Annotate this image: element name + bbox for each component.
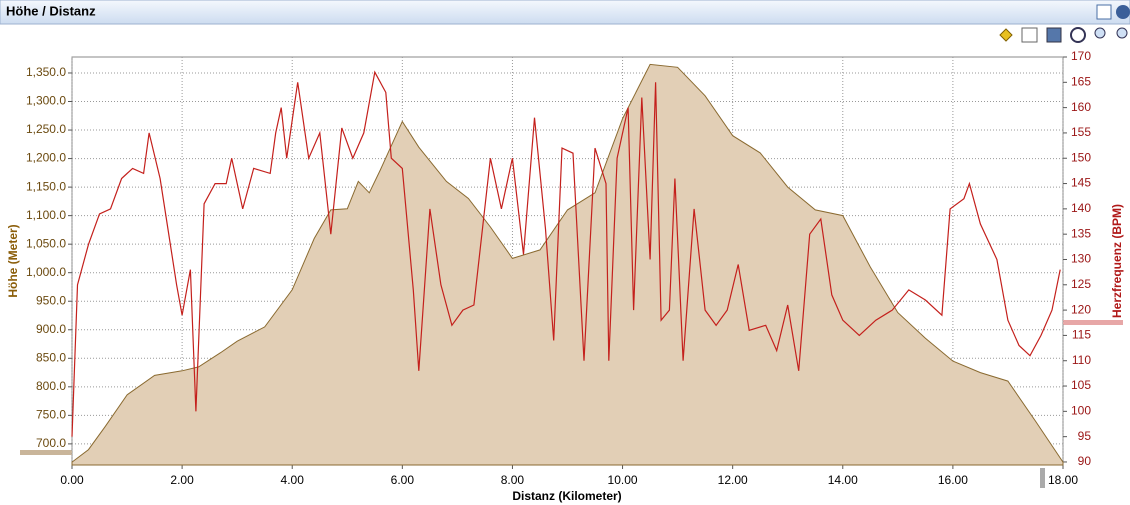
y-tick-label: 750.0 <box>36 408 66 422</box>
y2-tick-label: 100 <box>1071 404 1091 418</box>
range-indicator <box>1063 320 1123 325</box>
y-tick-label: 850.0 <box>36 350 66 364</box>
y-axis-title: Höhe (Meter) <box>6 224 20 297</box>
heart-rate-line <box>71 70 1061 437</box>
y-tick-label: 1,300.0 <box>26 94 66 108</box>
x-tick-label: 0.00 <box>60 473 84 487</box>
y2-tick-label: 95 <box>1078 429 1092 443</box>
y-tick-label: 700.0 <box>36 436 66 450</box>
y-tick-label: 1,200.0 <box>26 151 66 165</box>
elevation-area <box>71 63 1064 466</box>
y2-tick-label: 135 <box>1071 226 1091 240</box>
y2-tick-label: 110 <box>1072 353 1091 367</box>
settings-tool[interactable] <box>1070 27 1086 43</box>
y2-tick-label: 115 <box>1072 328 1091 342</box>
y-tick-label: 1,050.0 <box>26 236 66 250</box>
layout-button[interactable] <box>1096 4 1112 20</box>
collapse-button[interactable] <box>1116 5 1130 19</box>
y-tick-label: 1,150.0 <box>26 179 66 193</box>
y-tick-label: 1,000.0 <box>26 265 66 279</box>
y2-tick-label: 155 <box>1071 125 1091 139</box>
range-indicator <box>20 450 72 455</box>
y2-tick-label: 170 <box>1071 49 1091 63</box>
x-tick-label: 4.00 <box>281 473 305 487</box>
y2-tick-label: 145 <box>1071 176 1091 190</box>
y2-tick-label: 150 <box>1071 150 1091 164</box>
x-tick-label: 18.00 <box>1048 473 1078 487</box>
y2-tick-label: 120 <box>1071 302 1091 316</box>
y-tick-label: 1,250.0 <box>26 122 66 136</box>
y2-tick-label: 105 <box>1071 378 1091 392</box>
x-tick-label: 12.00 <box>718 473 748 487</box>
x-tick-label: 6.00 <box>391 473 415 487</box>
toolbar <box>999 27 1128 43</box>
save-tool[interactable] <box>1046 27 1062 43</box>
x-tick-label: 8.00 <box>501 473 525 487</box>
x-tick-label: 16.00 <box>938 473 968 487</box>
x-tick-label: 10.00 <box>608 473 638 487</box>
zoom-out-tool[interactable] <box>1094 27 1106 39</box>
y2-tick-label: 125 <box>1071 277 1091 291</box>
x-tick-label: 14.00 <box>828 473 858 487</box>
marker-tool[interactable] <box>999 28 1013 42</box>
zoom-in-tool[interactable] <box>1116 27 1128 39</box>
window-title: Höhe / Distanz <box>6 3 96 18</box>
y2-tick-label: 160 <box>1071 100 1091 114</box>
title-bar <box>0 0 1130 25</box>
y-tick-label: 950.0 <box>36 293 66 307</box>
x-axis-title: Distanz (Kilometer) <box>512 489 621 503</box>
y-tick-label: 1,350.0 <box>26 65 66 79</box>
range-indicator <box>1040 468 1045 488</box>
y2-tick-label: 130 <box>1071 252 1091 266</box>
x-tick-label: 2.00 <box>170 473 194 487</box>
y2-tick-label: 90 <box>1078 454 1092 468</box>
chart-tool[interactable] <box>1021 27 1038 43</box>
y-tick-label: 900.0 <box>36 322 66 336</box>
y2-tick-label: 165 <box>1071 74 1091 88</box>
y2-axis-title: Herzfrequenz (BPM) <box>1110 204 1124 318</box>
y-tick-label: 1,100.0 <box>26 208 66 222</box>
y-tick-label: 800.0 <box>36 379 66 393</box>
y2-tick-label: 140 <box>1071 201 1091 215</box>
